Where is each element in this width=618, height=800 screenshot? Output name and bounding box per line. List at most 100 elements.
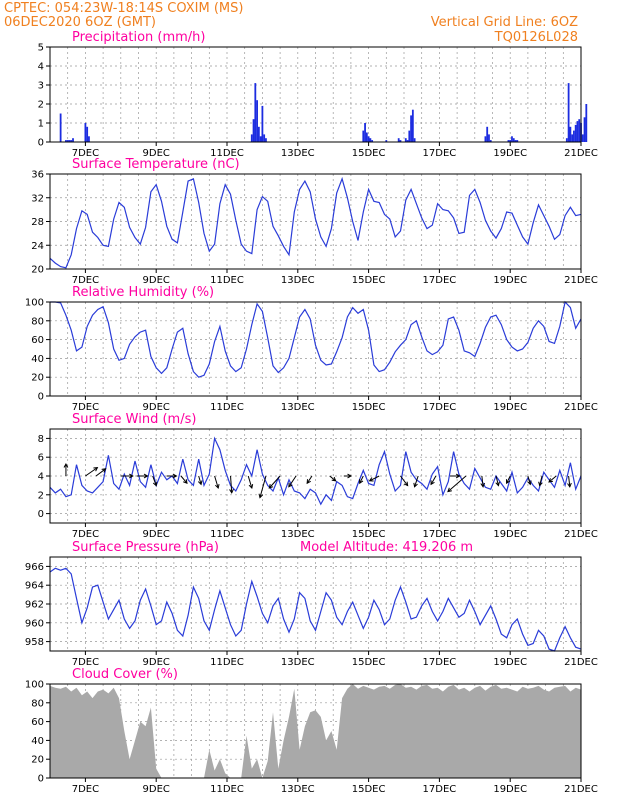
x-tick-label: 7DEC	[72, 148, 99, 159]
y-tick-label: 60	[31, 335, 44, 346]
y-tick-label: 0	[38, 774, 44, 785]
series-line	[49, 176, 582, 269]
x-tick-label: 9DEC	[143, 784, 170, 795]
precip-bar	[585, 104, 588, 142]
wind-arrow-head	[359, 479, 364, 485]
x-tick-label: 17DEC	[423, 657, 457, 668]
x-tick-label: 15DEC	[352, 657, 386, 668]
wind-arrow-head	[548, 478, 554, 483]
precip-bar	[511, 136, 513, 142]
precip-bar	[516, 140, 519, 142]
x-tick-label: 15DEC	[352, 529, 386, 540]
x-tick-label: 13DEC	[281, 275, 315, 286]
x-tick-label: 21DEC	[564, 784, 598, 795]
y-tick-label: 4	[38, 472, 44, 483]
precip-bar	[569, 126, 572, 142]
precip-bar	[565, 138, 568, 142]
y-tick-label: 60	[31, 717, 44, 728]
precip-bar	[59, 113, 62, 142]
wind-arrow	[481, 475, 484, 487]
humidity-panel: Relative Humidity (%) 0 20 40 60 80 100 7DEC 9D…	[25, 285, 598, 413]
y-tick-label: 0	[38, 392, 44, 403]
y-tick-label: 40	[31, 354, 44, 365]
pressure-title: Surface Pressure (hPa)	[72, 540, 219, 555]
wind-arrow	[527, 475, 531, 485]
precip-bar	[571, 134, 574, 142]
wind-arrow	[247, 475, 253, 489]
wind-arrow	[288, 475, 297, 488]
x-tick-label: 11DEC	[210, 529, 244, 540]
wind-arrow	[306, 475, 313, 484]
wind-arrow	[414, 475, 419, 487]
y-tick-label: 28	[31, 217, 44, 228]
plot-frame	[49, 301, 582, 397]
precip-bar	[362, 130, 365, 142]
y-tick-label: 958	[25, 637, 44, 648]
wind-title: Surface Wind (m/s)	[72, 412, 196, 427]
wind-arrow-head	[129, 473, 134, 479]
wind-arrow-head	[152, 481, 158, 487]
wind-arrow-head	[143, 473, 149, 479]
wind-arrow-head	[347, 473, 353, 479]
wind-arrow	[230, 475, 233, 493]
precip-bar	[263, 134, 266, 142]
humidity-title: Relative Humidity (%)	[72, 285, 214, 300]
wind-arrow-head	[101, 468, 107, 473]
x-tick-label: 13DEC	[281, 148, 315, 159]
precip-bar	[84, 123, 87, 142]
precip-bar	[581, 134, 584, 142]
precip-bar	[259, 136, 262, 142]
y-tick-label: 0	[38, 138, 44, 149]
x-tick-label: 11DEC	[210, 148, 244, 159]
precip-bar	[367, 136, 370, 142]
precip-bar	[66, 140, 69, 142]
y-tick-label: 24	[31, 241, 44, 252]
precip-bar	[86, 126, 89, 142]
x-tick-label: 13DEC	[281, 529, 315, 540]
wind-arrow-head	[538, 481, 543, 487]
x-tick-label: 17DEC	[423, 784, 457, 795]
precip-bar	[411, 109, 414, 142]
precip-bar	[484, 136, 487, 142]
x-tick-label: 11DEC	[210, 784, 244, 795]
y-tick-label: 6	[38, 453, 44, 464]
y-tick-label: 80	[31, 698, 44, 709]
header-station: CPTEC: 054:23W-18:14S COXIM (MS)	[4, 1, 243, 16]
x-tick-label: 7DEC	[72, 402, 99, 413]
x-tick-label: 7DEC	[72, 657, 99, 668]
wind-arrow-head	[403, 481, 409, 487]
precip-bar	[254, 83, 257, 142]
precip-bar	[404, 138, 407, 142]
series-line	[49, 436, 582, 506]
y-tick-label: 20	[31, 265, 44, 276]
x-tick-label: 19DEC	[493, 529, 527, 540]
precipitation-panel: Precipitation (mm/h) 0 1 2 3 4 5 7DEC 9DEC 11DEC…	[38, 30, 598, 159]
wind-arrow-head	[258, 493, 264, 499]
wind-arrow	[430, 475, 437, 485]
x-tick-label: 17DEC	[423, 275, 457, 286]
precip-bar	[70, 140, 73, 142]
plot-frame	[49, 428, 582, 524]
precip-bar	[265, 138, 267, 142]
wind-arrow	[568, 475, 571, 487]
wind-arrow-head	[288, 482, 293, 488]
precip-bar	[68, 140, 71, 142]
precip-bar	[583, 117, 586, 142]
precip-bar	[261, 105, 264, 142]
wind-arrow	[447, 475, 467, 492]
x-tick-label: 21DEC	[564, 529, 598, 540]
wind-arrow	[539, 475, 543, 486]
wind-arrow-head	[495, 481, 500, 487]
wind-arrow-head	[505, 479, 511, 485]
wind-arrow	[495, 475, 499, 486]
precip-bar	[514, 140, 517, 142]
x-tick-label: 19DEC	[493, 784, 527, 795]
y-tick-label: 100	[25, 298, 44, 309]
y-tick-label: 5	[38, 43, 44, 54]
x-tick-label: 13DEC	[281, 402, 315, 413]
wind-arrow	[85, 467, 98, 477]
x-tick-label: 7DEC	[72, 275, 99, 286]
model-altitude-label: Model Altitude: 419.206 m	[300, 540, 473, 555]
wind-arrow-head	[306, 479, 311, 485]
plot-frame	[49, 556, 582, 652]
